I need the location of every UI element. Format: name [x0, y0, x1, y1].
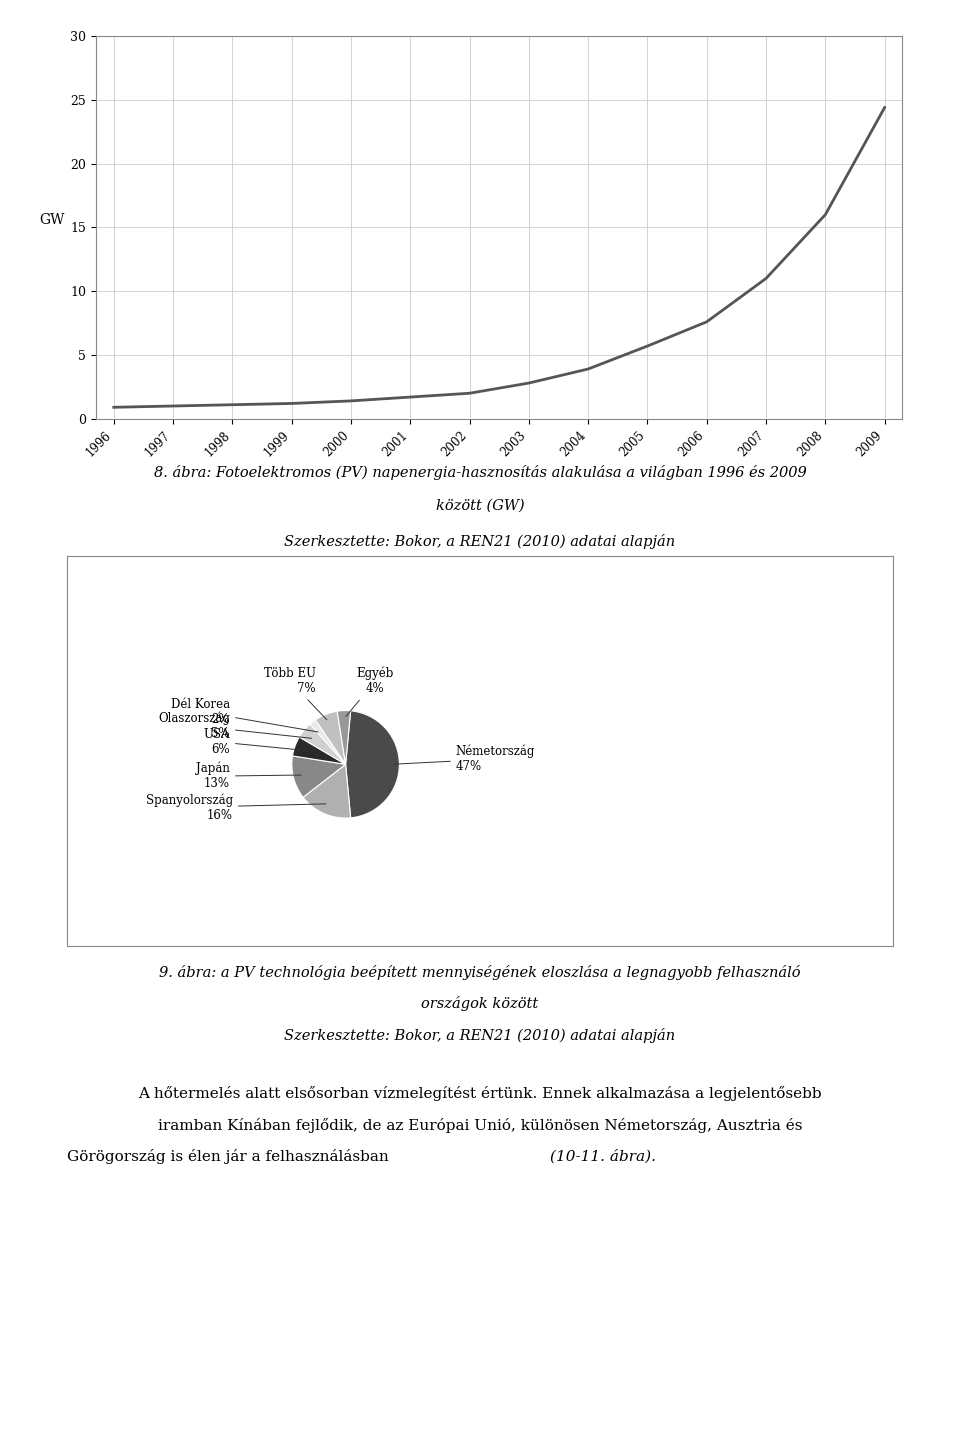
Text: A hőtermelés alatt elsősorban vízmelegítést értünk. Ennek alkalmazása a legjelen: A hőtermelés alatt elsősorban vízmelegít… [138, 1086, 822, 1100]
Text: Dél Korea
2%: Dél Korea 2% [171, 697, 318, 732]
Text: 8. ábra: Fotoelektromos (PV) napenergia-hasznosítás alakulása a világban 1996 és: 8. ábra: Fotoelektromos (PV) napenergia-… [154, 465, 806, 479]
Wedge shape [310, 721, 346, 764]
Wedge shape [292, 755, 346, 797]
Text: Spanyolország
16%: Spanyolország 16% [146, 793, 325, 822]
Text: USA
6%: USA 6% [204, 728, 305, 755]
Wedge shape [303, 764, 350, 819]
Text: országok között: országok között [421, 996, 539, 1011]
Wedge shape [293, 736, 346, 764]
Wedge shape [346, 710, 399, 817]
Text: Németország
47%: Németország 47% [394, 745, 535, 773]
Text: Görögország is élen jár a felhasználásban: Görögország is élen jár a felhasználásba… [67, 1149, 394, 1164]
Text: iramban Kínában fejlődik, de az Európai Unió, különösen Németország, Ausztria és: iramban Kínában fejlődik, de az Európai … [157, 1118, 803, 1132]
Text: Japán
13%: Japán 13% [196, 762, 301, 790]
Text: 9. ábra: a PV technológia beépített mennyiségének eloszlása a legnagyobb felhasz: 9. ábra: a PV technológia beépített menn… [159, 965, 801, 979]
Text: Szerkesztette: Bokor, a REN21 (2010) adatai alapján: Szerkesztette: Bokor, a REN21 (2010) ada… [284, 534, 676, 549]
Wedge shape [337, 710, 350, 764]
Text: (10-11. ábra).: (10-11. ábra). [550, 1149, 656, 1164]
Wedge shape [316, 712, 346, 764]
Wedge shape [300, 723, 346, 764]
Text: között (GW): között (GW) [436, 498, 524, 513]
Text: Olaszország
5%: Olaszország 5% [158, 712, 312, 739]
Text: Szerkesztette: Bokor, a REN21 (2010) adatai alapján: Szerkesztette: Bokor, a REN21 (2010) ada… [284, 1028, 676, 1043]
Text: Több EU
7%: Több EU 7% [264, 667, 326, 719]
Text: Egyéb
4%: Egyéb 4% [346, 667, 394, 716]
Y-axis label: GW: GW [39, 214, 64, 228]
